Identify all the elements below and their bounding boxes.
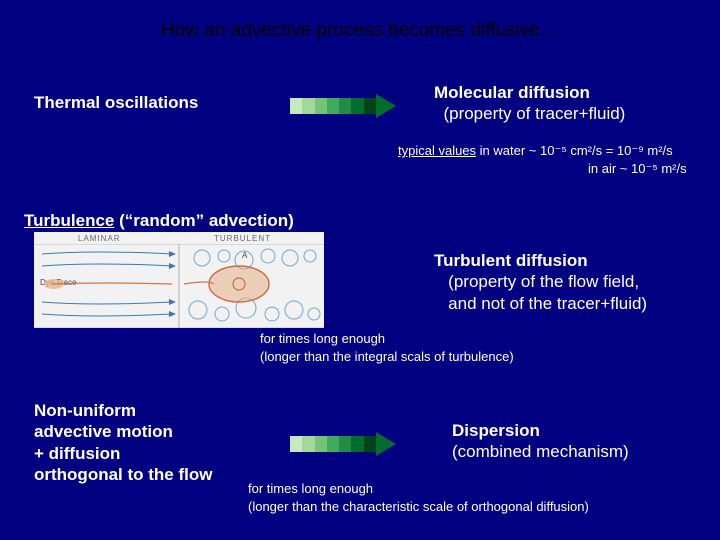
figure-label-turbulent: TURBULENT	[214, 234, 271, 243]
note-line-2: in air ~ 10⁻⁵ m²/s	[588, 161, 687, 176]
note-line-2: (longer than the integral scals of turbu…	[260, 349, 514, 364]
note-line-1-rest: in water ~ 10⁻⁵ cm²/s = 10⁻⁹ m²/s	[476, 143, 673, 158]
arrow-head-icon	[376, 94, 396, 118]
label-turbulent-diffusion: Turbulent diffusion (property of the flo…	[434, 250, 647, 314]
figure-svg: A	[34, 244, 324, 328]
arrow-shaft	[290, 98, 376, 114]
slide-title: How an advective process becomes diffusi…	[0, 20, 720, 42]
note-line-2: (longer than the characteristic scale of…	[248, 499, 589, 514]
label-thermal-oscillations: Thermal oscillations	[34, 92, 198, 113]
label-turbulence: Turbulence (“random” advection)	[24, 210, 294, 231]
heading: Turbulent diffusion	[434, 251, 588, 270]
note-underlined: typical values	[398, 143, 476, 158]
note-typical-values: typical values in water ~ 10⁻⁵ cm²/s = 1…	[398, 142, 708, 177]
label-molecular-diffusion: Molecular diffusion (property of tracer+…	[434, 82, 625, 125]
arrow-1	[290, 94, 410, 118]
heading: Dispersion	[452, 421, 540, 440]
note-dispersion-times: for times long enough (longer than the c…	[248, 480, 589, 515]
arrow-shaft	[290, 436, 376, 452]
label-dispersion: Dispersion (combined mechanism)	[452, 420, 629, 463]
heading: Molecular diffusion	[434, 83, 590, 102]
subtext: (combined mechanism)	[452, 442, 629, 461]
note-line-1: for times long enough	[248, 481, 373, 496]
svg-text:A: A	[242, 251, 248, 260]
arrow-3	[290, 432, 410, 456]
note-line-1: for times long enough	[260, 331, 385, 346]
subtext: (property of tracer+fluid)	[443, 104, 625, 123]
label-nonuniform-advection: Non-uniform advective motion + diffusion…	[34, 400, 212, 485]
arrow-head-icon	[376, 432, 396, 456]
turbulence-figure: LAMINAR TURBULENT Dye Trace	[34, 232, 324, 328]
note-turbulence-times: for times long enough (longer than the i…	[260, 330, 514, 365]
figure-label-laminar: LAMINAR	[78, 234, 121, 243]
